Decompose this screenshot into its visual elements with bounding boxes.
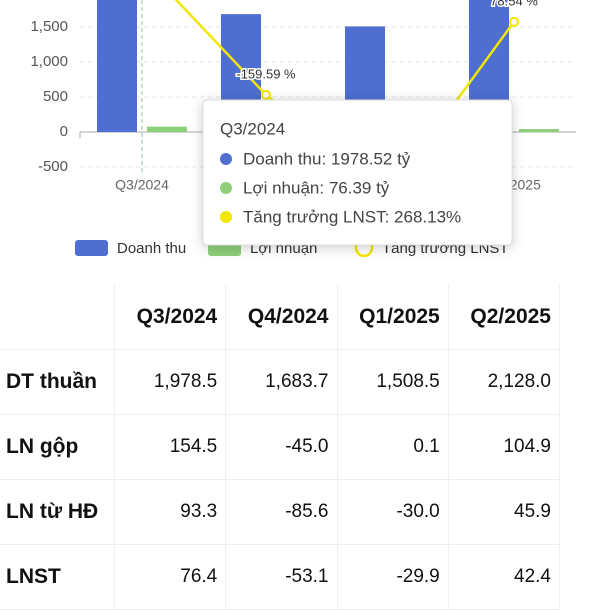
tooltip-box bbox=[202, 99, 513, 246]
value-cell: 104.9 bbox=[448, 414, 561, 480]
chart: -50005001,0001,500Q3/2024Q4/2024Q1/2025Q… bbox=[30, 0, 576, 258]
tooltip-dot bbox=[220, 211, 232, 223]
tooltip-title: Q3/2024 bbox=[220, 119, 285, 138]
value-cell: 1,978.5 bbox=[114, 349, 227, 415]
bar bbox=[519, 129, 559, 132]
table-row: LNST 76.4 -53.1 -29.9 42.4 bbox=[0, 544, 561, 610]
value-cell: 42.4 bbox=[448, 544, 561, 610]
value-cell: 1,683.7 bbox=[225, 349, 338, 415]
line-point bbox=[261, 89, 271, 100]
header-cell: Q1/2025 bbox=[337, 285, 449, 350]
tooltip-dot bbox=[220, 153, 232, 165]
row-label: DT thuần bbox=[0, 349, 115, 415]
data-table: Q3/2024 Q4/2024 Q1/2025 Q2/2025 DT thuần 1,97… bbox=[0, 285, 561, 610]
y-tick-label: -500 bbox=[38, 158, 68, 175]
y-tick-label: 500 bbox=[43, 88, 68, 105]
y-tick-label: 1,500 bbox=[30, 18, 68, 35]
tooltip-item: Doanh thu: 1978.52 tỷ bbox=[243, 149, 411, 168]
tooltip-item: Tăng trưởng LNST: 268.13% bbox=[243, 207, 461, 226]
legend-swatch bbox=[75, 240, 108, 256]
value-cell: -45.0 bbox=[225, 414, 338, 480]
header-cell: Q2/2025 bbox=[448, 285, 561, 350]
value-cell: 93.3 bbox=[114, 479, 227, 545]
value-cell: 76.4 bbox=[114, 544, 227, 610]
row-label: LN từ HĐ bbox=[0, 479, 115, 545]
y-tick-label: 0 bbox=[60, 123, 68, 140]
header-cell: Q3/2024 bbox=[114, 285, 227, 350]
value-cell: -30.0 bbox=[337, 479, 449, 545]
tooltip: Q3/2024 Doanh thu: 1978.52 tỷ Lợi nhuận: 7… bbox=[202, 99, 513, 246]
row-label: LN gộp bbox=[0, 414, 115, 480]
table-row: LN gộp 154.5 -45.0 0.1 104.9 bbox=[0, 414, 561, 480]
bar bbox=[147, 126, 187, 132]
value-cell: 0.1 bbox=[337, 414, 449, 480]
value-cell: 45.9 bbox=[448, 479, 561, 545]
row-label: LNST bbox=[0, 544, 115, 610]
bar bbox=[97, 0, 137, 132]
data-label: 78.54 % bbox=[490, 0, 538, 8]
line-point bbox=[509, 16, 519, 27]
x-tick-label: Q3/2024 bbox=[115, 177, 169, 193]
table-row: DT thuần 1,978.5 1,683.7 1,508.5 2,128.0 bbox=[0, 349, 561, 415]
value-cell: -29.9 bbox=[337, 544, 449, 610]
header-cell: Q4/2024 bbox=[225, 285, 338, 350]
value-cell: 2,128.0 bbox=[448, 349, 561, 415]
value-cell: 154.5 bbox=[114, 414, 227, 480]
legend-label: Doanh thu bbox=[117, 240, 186, 257]
value-cell: -85.6 bbox=[225, 479, 338, 545]
header-row: Q3/2024 Q4/2024 Q1/2025 Q2/2025 bbox=[0, 285, 561, 350]
tooltip-item: Lợi nhuận: 76.39 tỷ bbox=[243, 178, 390, 197]
table-row: LN từ HĐ 93.3 -85.6 -30.0 45.9 bbox=[0, 479, 561, 545]
y-tick-label: 1,000 bbox=[30, 53, 68, 70]
data-label: -159.59 % bbox=[236, 66, 296, 81]
tooltip-dot bbox=[220, 182, 232, 194]
value-cell: 1,508.5 bbox=[337, 349, 449, 415]
header-cell bbox=[0, 285, 115, 350]
